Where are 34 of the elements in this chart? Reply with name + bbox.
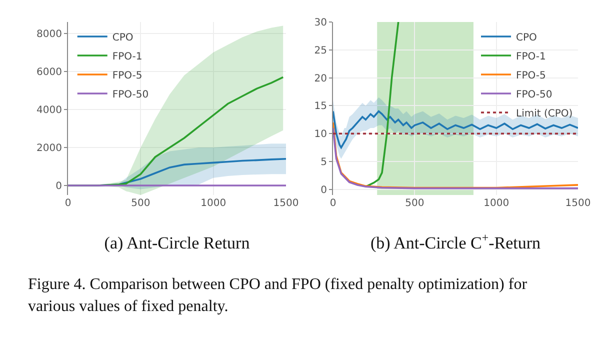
x-tick-label: 500 [131,198,150,209]
y-tick-label: 0 [320,184,327,196]
x-axis-title: (a) Ant-Circle Return [104,233,250,252]
x-tick-label: 1500 [565,198,591,209]
line-series [333,110,578,148]
legend-label: FPO-1 [112,51,142,62]
legend-label: FPO-5 [112,70,142,82]
y-tick-label: 8000 [36,28,62,40]
legend-label: Limit (CPO) [516,108,573,120]
y-tick-label: 15 [314,101,327,112]
y-tick-label: 0 [56,180,62,192]
x-tick-label: 1000 [200,198,226,209]
x-tick-label: 500 [405,198,424,209]
legend-label: FPO-5 [516,70,546,82]
x-axis-title: (b) Ant-Circle C$^{+}$-Return [370,230,542,252]
x-tick-label: 1500 [273,198,299,209]
legend-label: CPO [516,32,538,44]
y-tick-label: 20 [314,73,327,84]
x-tick-label: 0 [64,198,72,209]
x-tick-label: 1000 [484,198,510,209]
y-tick-label: 6000 [36,66,62,78]
legend-label: FPO-50 [112,89,149,100]
y-tick-label: 30 [314,18,327,28]
legend-label: FPO-1 [516,51,546,62]
legend-label: CPO [112,32,134,44]
y-tick-label: 25 [314,45,327,56]
y-tick-label: 10 [314,129,327,140]
x-tick-label: 0 [330,198,336,209]
line-series [364,22,400,188]
y-tick-label: 4000 [36,104,62,116]
y-tick-label: 2000 [36,142,62,154]
caption: Figure 4. Comparison between CPO and FPO (fixed penalty optimization) for various values of fixed penalty. [28,275,528,317]
y-tick-label: 5 [320,157,327,168]
legend-label: FPO-50 [516,89,552,100]
